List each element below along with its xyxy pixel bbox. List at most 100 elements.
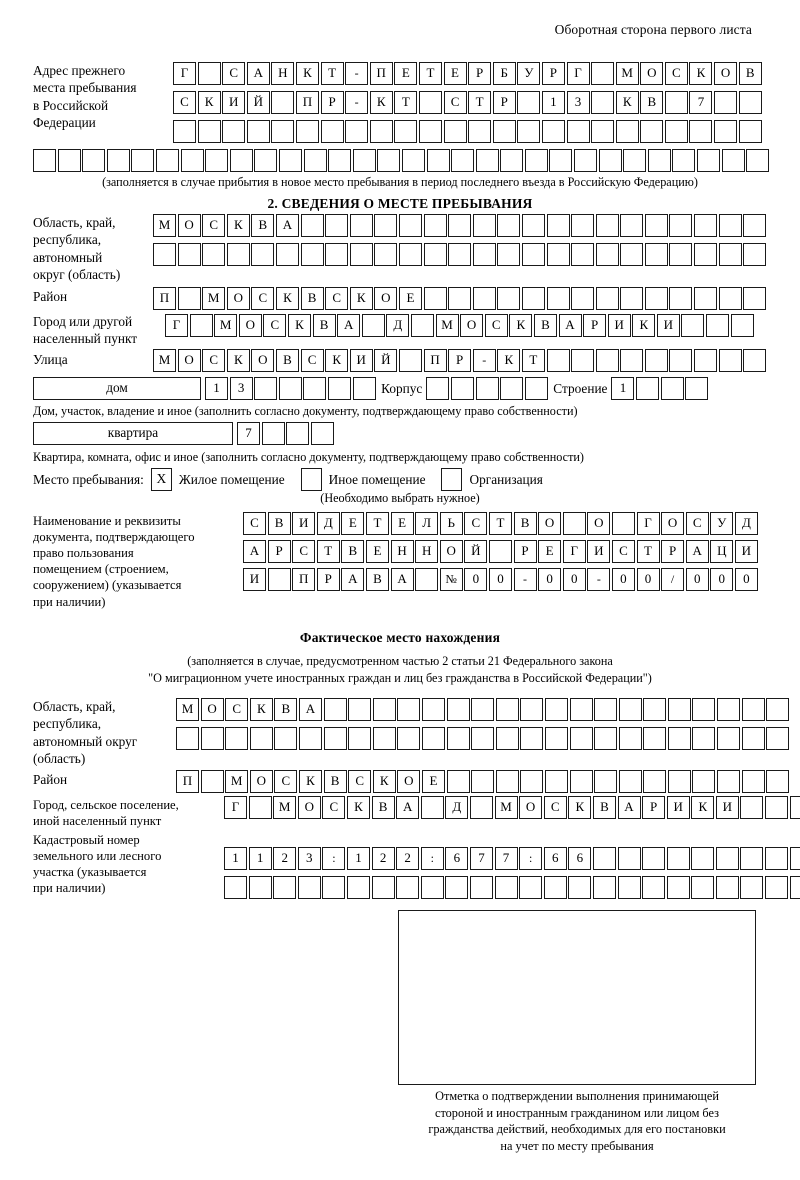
- actual-city-row-cell-19[interactable]: К: [691, 796, 715, 819]
- document-row-3-cell-6[interactable]: А: [390, 568, 414, 591]
- actual-city-row-cell-8[interactable]: [420, 796, 444, 819]
- document-row-2-cell-19[interactable]: Ц: [710, 540, 734, 563]
- prev-address-row-3-cell-1[interactable]: [197, 120, 221, 143]
- document-row-2-cell-16[interactable]: Т: [636, 540, 660, 563]
- prev-address-row-2-cell-21[interactable]: 7: [689, 91, 713, 114]
- document-row-2-cell-4[interactable]: В: [341, 540, 365, 563]
- cadastral-row-2-cell-12[interactable]: [519, 876, 543, 899]
- prev-address-row-2-cell-2[interactable]: И: [222, 91, 246, 114]
- actual-region-row-2-cell-24[interactable]: [766, 727, 790, 750]
- cadastral-row-1-cell-17[interactable]: [642, 847, 666, 870]
- cadastral-row-2-cell-1[interactable]: [248, 876, 272, 899]
- city-row-cell-3[interactable]: О: [238, 314, 262, 337]
- prev-address-row-4-cell-24[interactable]: [623, 149, 647, 172]
- street-row-cell-3[interactable]: К: [226, 349, 250, 372]
- flat-cell-3[interactable]: [310, 422, 334, 445]
- region-row-2-cell-23[interactable]: [718, 243, 742, 266]
- region-row-1-cell-1[interactable]: О: [177, 214, 201, 237]
- document-row-1-cell-11[interactable]: В: [513, 512, 537, 535]
- district-row-cell-24[interactable]: [743, 287, 767, 310]
- house-cell-6[interactable]: [352, 377, 376, 400]
- document-row-3-cell-3[interactable]: Р: [316, 568, 340, 591]
- region-row-2-cell-10[interactable]: [398, 243, 422, 266]
- district-row-cell-18[interactable]: [595, 287, 619, 310]
- district-row-cell-9[interactable]: О: [374, 287, 398, 310]
- document-row-3-cell-17[interactable]: /: [661, 568, 685, 591]
- region-row-2-cell-6[interactable]: [300, 243, 324, 266]
- prev-address-row-4-cell-0[interactable]: [33, 149, 56, 172]
- prev-address-row-2-cell-6[interactable]: Р: [320, 91, 344, 114]
- prev-address-row-1-cell-9[interactable]: Е: [394, 62, 418, 85]
- actual-region-row-2-cell-2[interactable]: [225, 727, 249, 750]
- document-row-3-cell-20[interactable]: 0: [734, 568, 758, 591]
- prev-address-row-1-cell-2[interactable]: С: [222, 62, 246, 85]
- street-row-cell-15[interactable]: Т: [521, 349, 545, 372]
- region-row-2-cell-13[interactable]: [472, 243, 496, 266]
- document-row-1-cell-12[interactable]: О: [538, 512, 562, 535]
- document-row-2-cell-3[interactable]: Т: [316, 540, 340, 563]
- cadastral-row-1-cell-11[interactable]: 7: [494, 847, 518, 870]
- region-row-2[interactable]: [153, 243, 768, 266]
- actual-city-row-cell-5[interactable]: К: [346, 796, 370, 819]
- actual-city-row-cell-10[interactable]: [469, 796, 493, 819]
- prev-address-row-1-cell-8[interactable]: П: [369, 62, 393, 85]
- cadastral-row-2-cell-15[interactable]: [592, 876, 616, 899]
- region-row-1-cell-15[interactable]: [521, 214, 545, 237]
- actual-district-row-cell-17[interactable]: [594, 770, 618, 793]
- prev-address-row-1-cell-7[interactable]: -: [345, 62, 369, 85]
- prev-address-row-4-cell-9[interactable]: [254, 149, 278, 172]
- actual-city-row-cell-22[interactable]: [765, 796, 789, 819]
- cadastral-row-2-cell-23[interactable]: [789, 876, 800, 899]
- district-row-cell-5[interactable]: К: [275, 287, 299, 310]
- region-row-1-cell-9[interactable]: [374, 214, 398, 237]
- document-row-1-cell-0[interactable]: С: [243, 512, 266, 535]
- cadastral-row-1-cell-23[interactable]: [789, 847, 800, 870]
- city-row-cell-17[interactable]: Р: [583, 314, 607, 337]
- prev-address-row-2-cell-8[interactable]: К: [369, 91, 393, 114]
- document-row-3-cell-12[interactable]: 0: [538, 568, 562, 591]
- cadastral-row-1-cell-3[interactable]: 3: [297, 847, 321, 870]
- document-row-3-cell-13[interactable]: 0: [562, 568, 586, 591]
- district-row-cell-4[interactable]: С: [251, 287, 275, 310]
- actual-region-row-2-cell-13[interactable]: [495, 727, 519, 750]
- region-row-2-cell-1[interactable]: [177, 243, 201, 266]
- actual-city-row-cell-11[interactable]: М: [494, 796, 518, 819]
- prev-address-row-4-cell-15[interactable]: [401, 149, 425, 172]
- actual-region-row-1-cell-12[interactable]: [471, 698, 495, 721]
- prev-address-row-4-cell-26[interactable]: [672, 149, 696, 172]
- street-row-cell-11[interactable]: П: [423, 349, 447, 372]
- actual-region-row-1-cell-4[interactable]: В: [274, 698, 298, 721]
- document-row-2-cell-18[interactable]: А: [685, 540, 709, 563]
- prev-address-row-4-cell-29[interactable]: [746, 149, 770, 172]
- district-row-cell-20[interactable]: [644, 287, 668, 310]
- city-row-cell-21[interactable]: [681, 314, 705, 337]
- street-row-cell-19[interactable]: [620, 349, 644, 372]
- region-row-2-cell-19[interactable]: [620, 243, 644, 266]
- city-row-cell-2[interactable]: М: [214, 314, 238, 337]
- street-row-cell-13[interactable]: -: [472, 349, 496, 372]
- actual-region-row-1-cell-21[interactable]: [692, 698, 716, 721]
- cadastral-row-1-cell-5[interactable]: 1: [346, 847, 370, 870]
- cadastral-row-1-cell-1[interactable]: 1: [248, 847, 272, 870]
- document-row-1-cell-3[interactable]: Д: [316, 512, 340, 535]
- district-row-cell-15[interactable]: [521, 287, 545, 310]
- actual-region-row-2-cell-22[interactable]: [717, 727, 741, 750]
- cadastral-row-2-cell-17[interactable]: [642, 876, 666, 899]
- district-row-cell-3[interactable]: О: [226, 287, 250, 310]
- document-row-3-cell-5[interactable]: В: [365, 568, 389, 591]
- city-row-cell-10[interactable]: [410, 314, 434, 337]
- korpus-cell-0[interactable]: [426, 377, 450, 400]
- region-row-1-cell-0[interactable]: М: [153, 214, 176, 237]
- prev-address-row-3-cell-4[interactable]: [271, 120, 295, 143]
- actual-region-row-1-cell-0[interactable]: М: [176, 698, 199, 721]
- prev-address-row-1-cell-17[interactable]: [591, 62, 615, 85]
- street-row-cell-24[interactable]: [743, 349, 767, 372]
- actual-city-row-cell-6[interactable]: В: [371, 796, 395, 819]
- region-row-2-cell-9[interactable]: [374, 243, 398, 266]
- street-row-cell-22[interactable]: [694, 349, 718, 372]
- city-row-cell-11[interactable]: М: [435, 314, 459, 337]
- document-row-1-cell-8[interactable]: Ь: [439, 512, 463, 535]
